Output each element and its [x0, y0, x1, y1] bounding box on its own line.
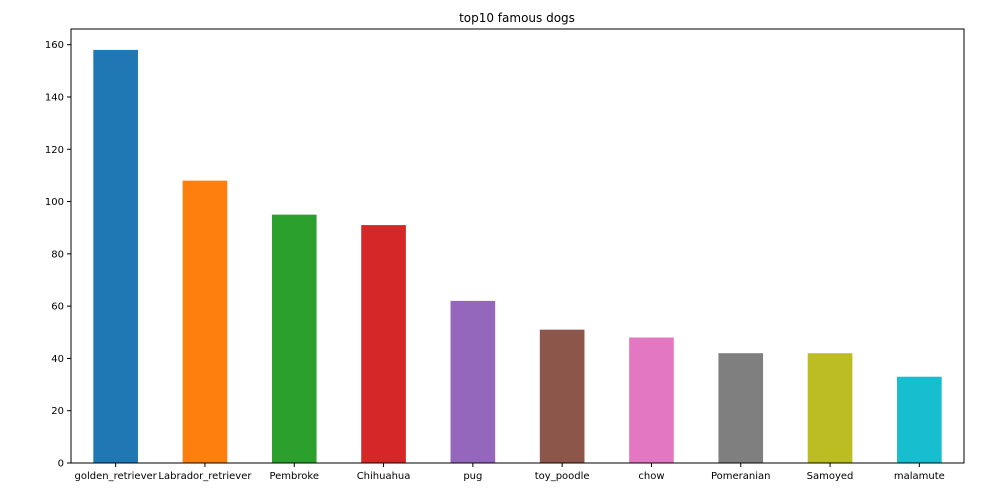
- x-tick-label: Chihuahua: [357, 471, 411, 482]
- x-axis: golden_retriever Labrador_retriever Pembro…: [75, 463, 945, 482]
- x-tick-label: golden_retriever: [75, 471, 158, 482]
- x-tick-label: Pomeranian: [711, 471, 771, 482]
- x-tick-label: Labrador_retriever: [158, 471, 252, 482]
- y-tick-label: 40: [51, 354, 64, 365]
- y-tick-label: 80: [51, 249, 64, 260]
- bar-malamute: [897, 376, 942, 463]
- bars-group: [93, 49, 942, 464]
- bar-pomeranian: [718, 353, 764, 463]
- y-tick-label: 160: [45, 40, 64, 51]
- bar-pug: [450, 300, 496, 463]
- x-tick-label: chow: [638, 471, 664, 482]
- y-tick-label: 0: [58, 459, 64, 470]
- bar-chihuahua: [361, 225, 406, 463]
- x-tick-label: malamute: [894, 471, 945, 482]
- x-tick-label: Samoyed: [807, 471, 854, 482]
- x-tick-label: Pembroke: [269, 471, 319, 482]
- y-tick-label: 100: [45, 197, 64, 208]
- bar-golden-retriever: [93, 49, 138, 464]
- bar-labrador-retriever: [182, 180, 228, 463]
- bar-toy-poodle: [539, 329, 585, 463]
- chart-title: top10 famous dogs: [459, 11, 575, 25]
- bar-chow: [629, 337, 674, 463]
- x-tick-label: pug: [463, 471, 482, 482]
- x-tick-label: toy_poodle: [535, 471, 590, 482]
- y-axis: 0 20 40 60 80 100 120 140 160: [45, 40, 71, 470]
- plot-frame: [70, 28, 965, 464]
- bar-samoyed: [807, 353, 853, 463]
- y-tick-label: 120: [45, 145, 64, 156]
- bar-pembroke: [271, 214, 317, 463]
- y-tick-label: 140: [45, 92, 64, 103]
- y-tick-label: 60: [51, 302, 64, 313]
- y-tick-label: 20: [51, 406, 64, 417]
